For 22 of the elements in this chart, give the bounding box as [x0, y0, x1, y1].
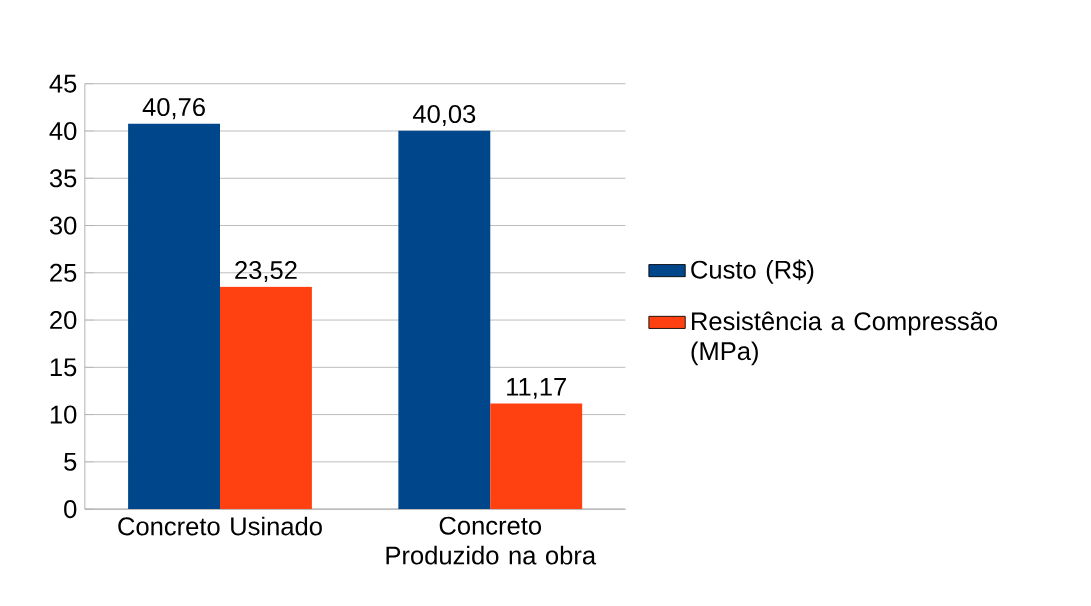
y-tick-label: 35: [49, 169, 77, 188]
y-tick-label: 20: [50, 310, 77, 330]
y-tick-label: 15: [50, 358, 77, 377]
y-tick-label: 5: [64, 452, 77, 471]
y-tick-label: 10: [50, 405, 77, 424]
data-label: 40,76: [142, 97, 205, 120]
data-label: 40,03: [412, 104, 476, 126]
y-tick-label: 40: [49, 121, 77, 140]
y-tick-label: 30: [49, 216, 77, 235]
x-tick-label: Concreto Usinado: [118, 516, 322, 536]
bar: [398, 130, 491, 510]
x-tick-label: Concreto Produzido na obra: [386, 516, 597, 565]
data-label: 11,17: [507, 377, 566, 399]
bar: [128, 123, 220, 510]
legend-label: Resistência a Compressão (MPa): [691, 311, 998, 366]
y-tick-label: 25: [50, 263, 77, 282]
data-label: 23,52: [235, 260, 297, 283]
bar: [490, 403, 583, 510]
y-tick-label: 0: [64, 500, 77, 519]
legend-label: Custo (R$): [691, 259, 814, 284]
y-tick-label: 45: [49, 74, 77, 93]
bar: [220, 286, 312, 510]
